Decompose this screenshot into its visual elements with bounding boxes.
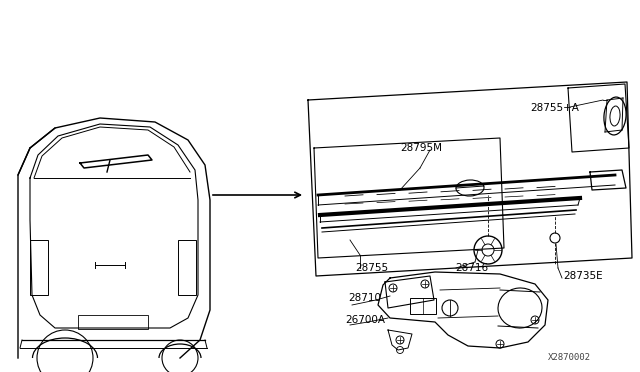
Bar xyxy=(410,298,436,314)
Text: 28735E: 28735E xyxy=(563,271,603,281)
Ellipse shape xyxy=(498,288,542,328)
Bar xyxy=(178,240,196,295)
Text: 28755: 28755 xyxy=(355,263,388,273)
Bar xyxy=(78,315,148,329)
Text: 26700A: 26700A xyxy=(345,315,385,325)
Text: 28755+A: 28755+A xyxy=(530,103,579,113)
Bar xyxy=(30,240,48,295)
Text: 28710: 28710 xyxy=(348,293,381,303)
Text: 28795M: 28795M xyxy=(400,143,442,153)
Text: 28716: 28716 xyxy=(455,263,488,273)
Ellipse shape xyxy=(610,106,620,126)
Ellipse shape xyxy=(604,97,626,135)
Ellipse shape xyxy=(456,180,484,196)
Text: X2870002: X2870002 xyxy=(548,353,591,362)
